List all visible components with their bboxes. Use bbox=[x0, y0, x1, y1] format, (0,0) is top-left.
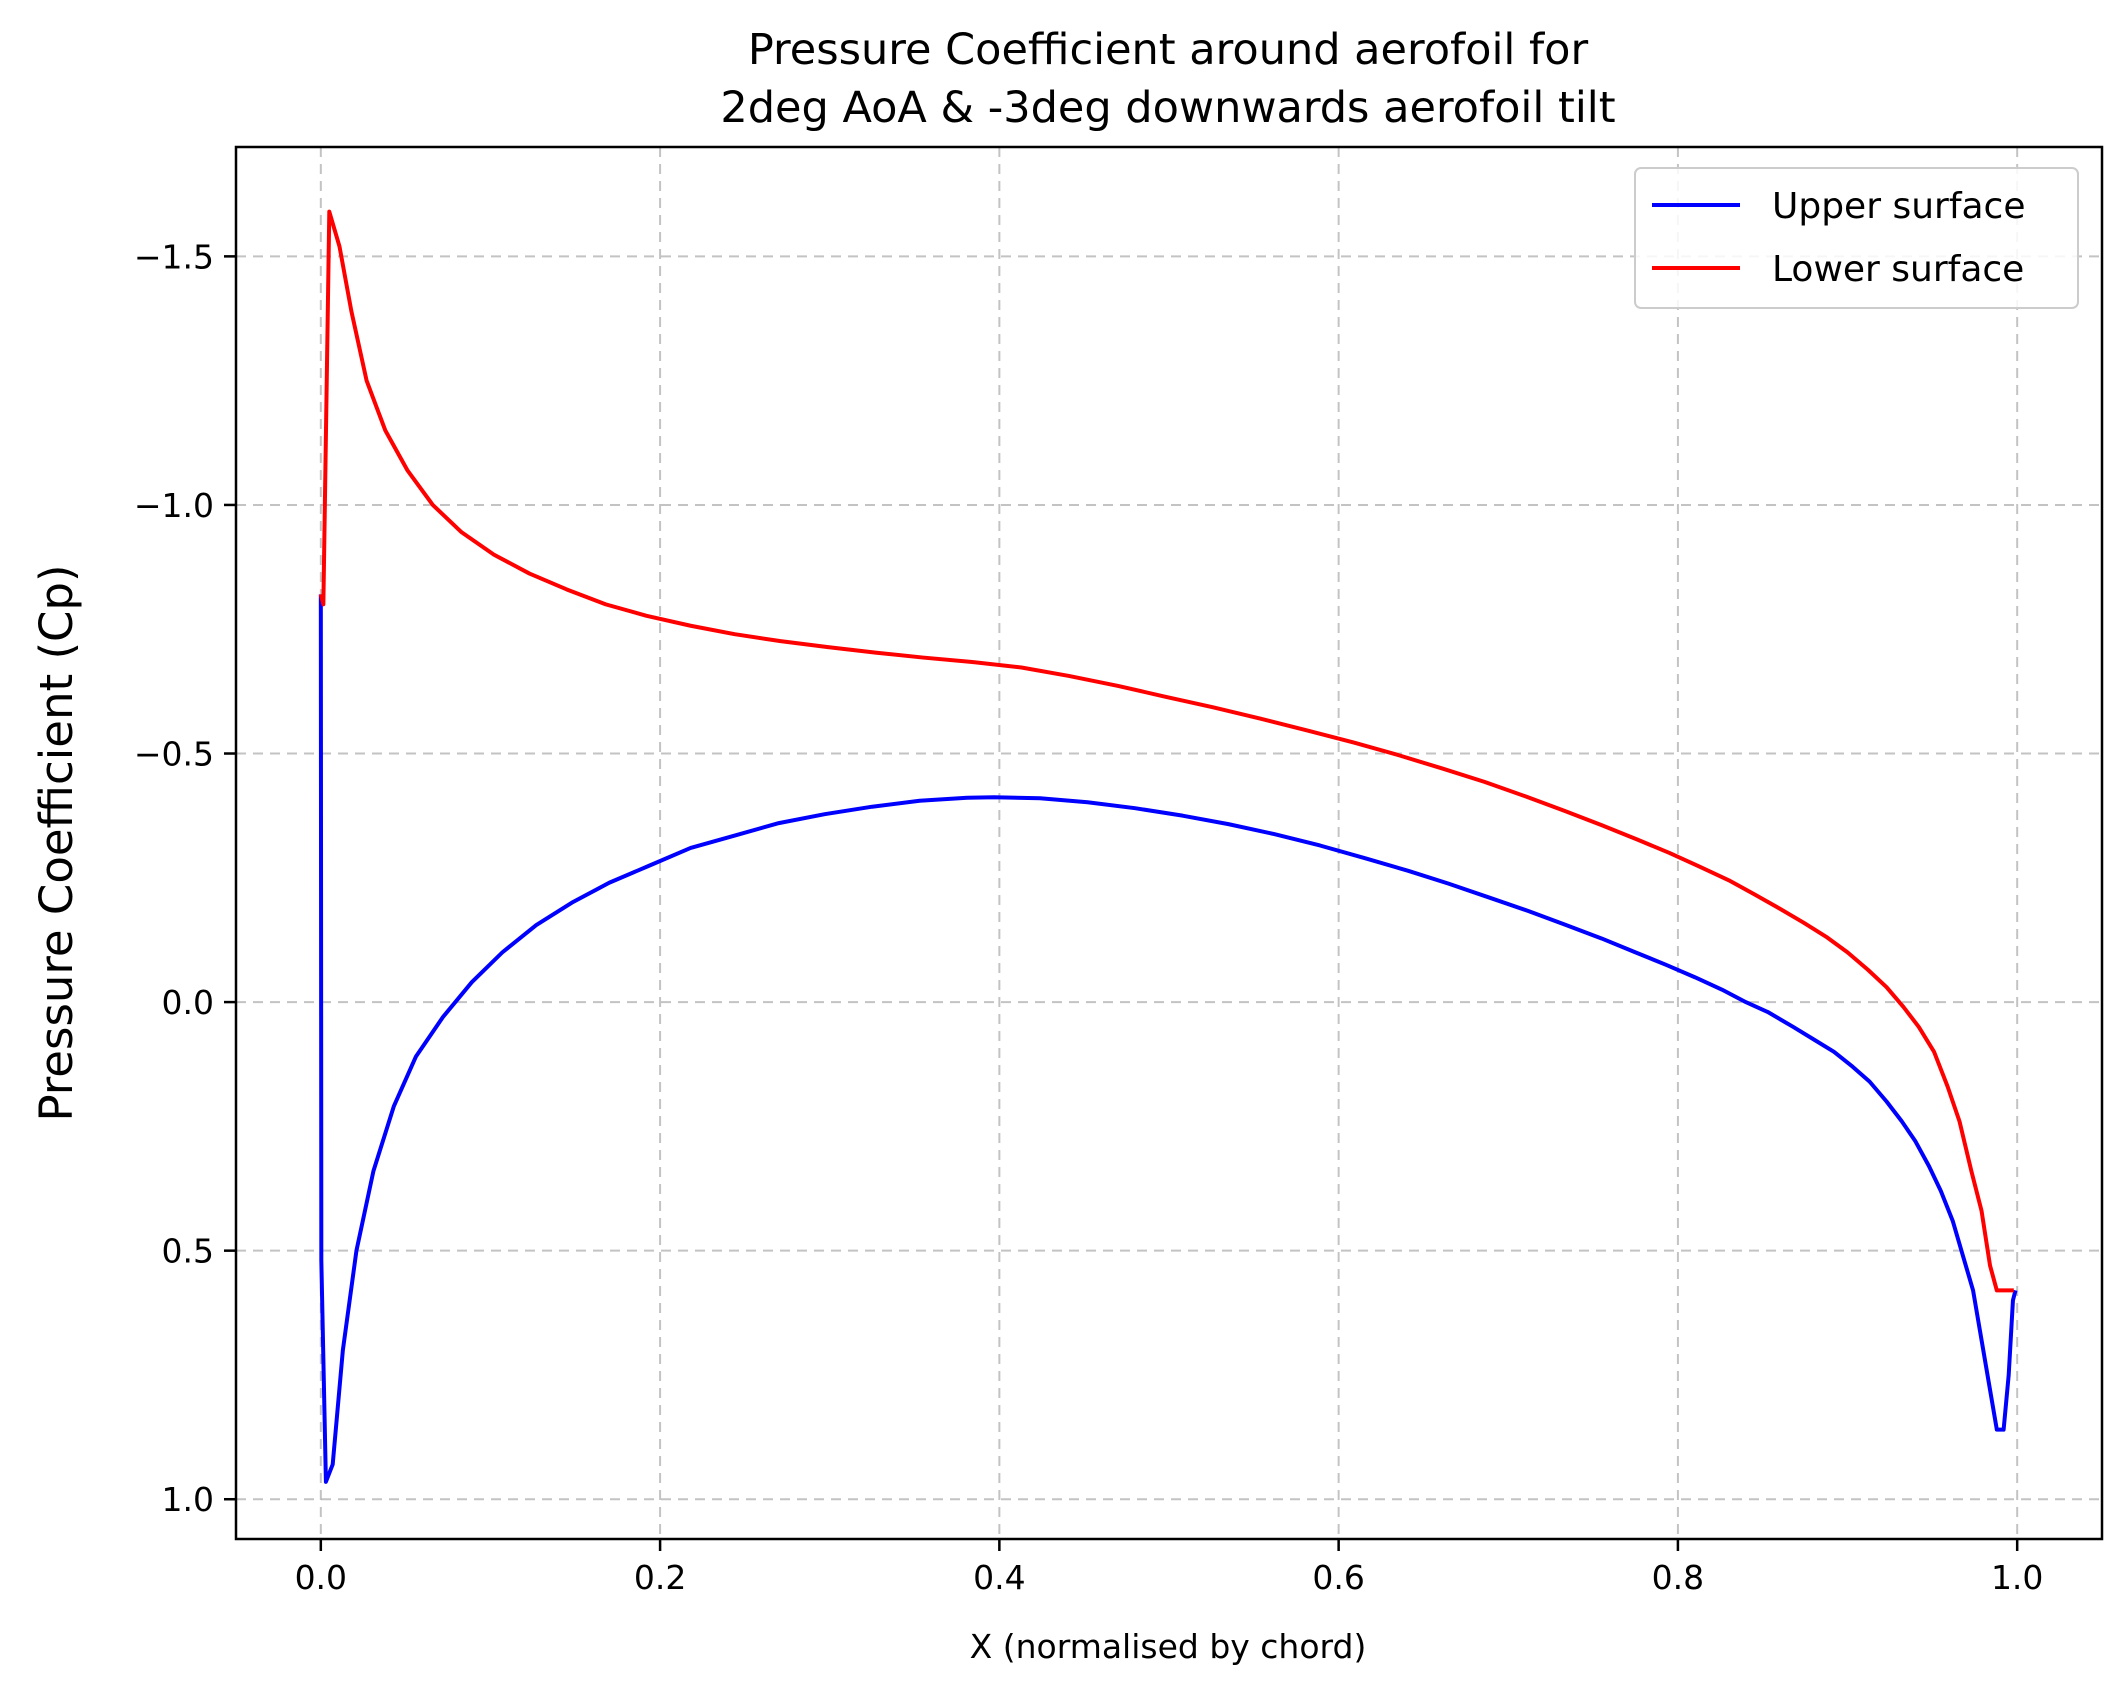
x-tick-label: 0.6 bbox=[1312, 1558, 1364, 1597]
x-tick-label: 0.0 bbox=[295, 1558, 347, 1597]
series-line-upper-surface bbox=[318, 594, 2018, 1484]
ticks: 0.0 0.2 0.4 0.6 0.8 1.0 −1.5 −1.0 −0.5 0.0 0.5 1.0 bbox=[134, 237, 2044, 1597]
x-tick-label: 0.4 bbox=[973, 1558, 1025, 1597]
y-tick-label: −1.5 bbox=[134, 237, 214, 276]
series-layer bbox=[318, 209, 2018, 1484]
y-tick-label: 0.0 bbox=[162, 983, 214, 1022]
legend-label-lower: Lower surface bbox=[1772, 249, 2024, 290]
x-tick-label: 0.2 bbox=[634, 1558, 686, 1597]
y-tick-label: −1.0 bbox=[134, 486, 214, 525]
x-tick-label: 0.8 bbox=[1652, 1558, 1704, 1597]
legend-label-upper: Upper surface bbox=[1772, 186, 2026, 227]
series-line-lower-surface bbox=[318, 209, 2014, 1293]
y-tick-label: −0.5 bbox=[134, 735, 214, 774]
y-axis-label: Pressure Coefficient (Cp) bbox=[30, 564, 83, 1121]
y-tick-label: 0.5 bbox=[162, 1232, 214, 1271]
plot-frame bbox=[234, 145, 2104, 1541]
x-tick-label: 1.0 bbox=[1991, 1558, 2043, 1597]
chart-title-line-2: 2deg AoA & -3deg downwards aerofoil tilt bbox=[720, 83, 1615, 133]
x-axis-label: X (normalised by chord) bbox=[970, 1627, 1367, 1666]
y-tick-label: 1.0 bbox=[162, 1480, 214, 1519]
chart-title-line-1: Pressure Coefficient around aerofoil for bbox=[748, 25, 1589, 75]
legend: Upper surface Lower surface bbox=[1634, 167, 2079, 309]
legend-box bbox=[1634, 167, 2079, 309]
